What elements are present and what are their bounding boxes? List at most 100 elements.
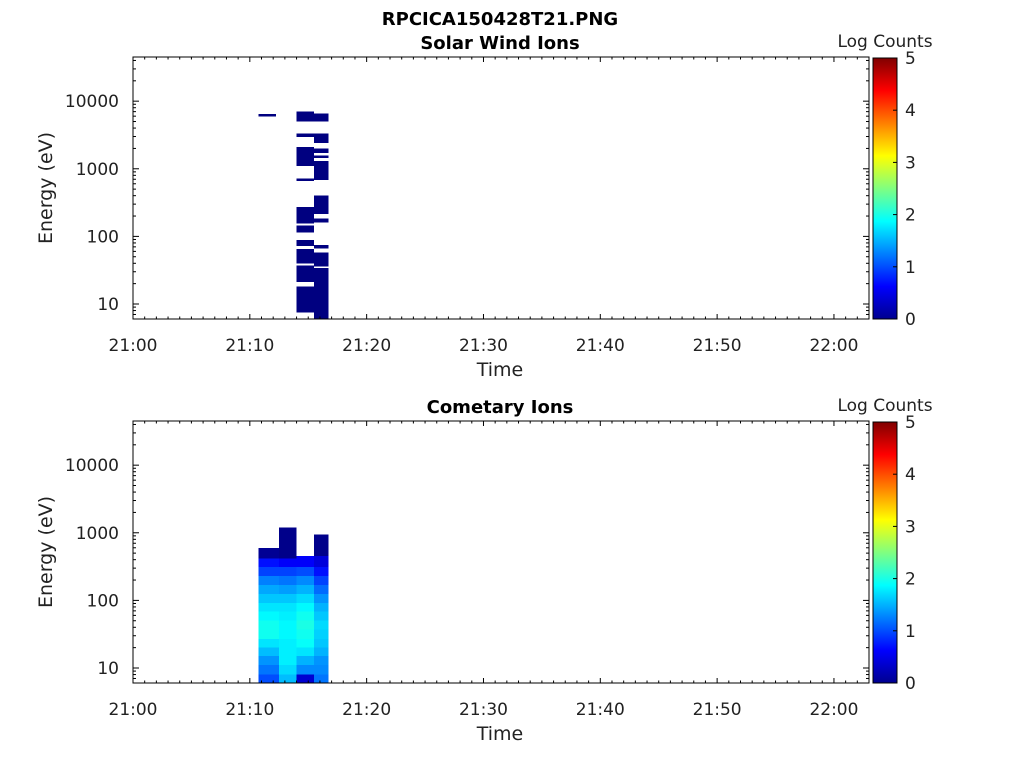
heatmap-cell (258, 567, 280, 576)
y-tick-label: 1000 (76, 160, 119, 180)
heatmap-cell (258, 113, 277, 117)
heatmap-cell (279, 620, 297, 630)
y-axis-label: Energy (eV) (35, 496, 57, 608)
spectrogram-cells (258, 111, 329, 319)
heatmap-cell (279, 584, 297, 594)
heatmap-cell (296, 207, 315, 224)
x-axis-label: Time (476, 359, 524, 381)
x-tick-label: 21:40 (576, 336, 625, 356)
heatmap-cell (258, 620, 280, 630)
heatmap-cell (314, 268, 329, 319)
plot-frame (132, 420, 870, 684)
heatmap-cell (314, 575, 329, 585)
heatmap-cell (314, 133, 329, 144)
colorbar-ticks: 0 1 2 3 4 5 (893, 413, 916, 694)
colorbar-tick-label: 0 (905, 674, 916, 694)
heatmap-cell (314, 245, 329, 249)
colorbar-tick-label: 5 (905, 413, 916, 433)
heatmap-cell (296, 593, 315, 603)
heatmap-cell (314, 155, 329, 158)
colorbar-tick-label: 4 (905, 101, 916, 121)
heatmap-cell (314, 148, 329, 154)
heatmap-cell (296, 178, 315, 181)
heatmap-cell (314, 665, 329, 675)
heatmap-cell (258, 575, 280, 585)
colorbar-tick-label: 4 (905, 465, 916, 485)
x-tick-label: 21:10 (225, 700, 274, 720)
y-tick-label: 10000 (65, 92, 119, 112)
heatmap-cell (314, 567, 329, 576)
heatmap-cell (314, 620, 329, 630)
heatmap-cell (314, 161, 329, 181)
heatmap-cell (314, 611, 329, 621)
heatmap-cell (279, 602, 297, 612)
heatmap-cell (258, 647, 280, 657)
heatmap-cell (279, 665, 297, 675)
heatmap-cell (258, 584, 280, 594)
spectrogram-cells (258, 527, 329, 683)
heatmap-cell (296, 249, 315, 264)
heatmap-cell (258, 558, 280, 568)
colorbar-tick-label: 5 (905, 49, 916, 69)
heatmap-cell (296, 611, 315, 621)
heatmap-cell (314, 252, 329, 267)
heatmap-cell (314, 113, 329, 122)
colorbar-tick-label: 0 (905, 310, 916, 330)
heatmap-cell (258, 629, 280, 639)
heatmap-cell (258, 593, 280, 603)
heatmap-cell (296, 240, 315, 247)
colorbar-tick-label: 3 (905, 153, 916, 173)
heatmap-cell (314, 195, 329, 214)
heatmap-cell (296, 575, 315, 585)
plot-frame (132, 56, 870, 320)
heatmap-cell (279, 656, 297, 666)
heatmap-cell (279, 647, 297, 657)
heatmap-cell (279, 558, 297, 568)
colorbar-tick-label: 1 (905, 622, 916, 642)
heatmap-cell (296, 674, 315, 683)
heatmap-cell (296, 665, 315, 675)
heatmap-cell (296, 265, 315, 283)
heatmap-cell (296, 620, 315, 630)
colorbar-label: Log Counts (837, 396, 932, 416)
y-tick-label: 100 (87, 227, 119, 247)
axes: 21:00 21:10 21:20 21:30 21:40 21:50 22:00 10 100… (65, 57, 870, 356)
heatmap-cell (279, 593, 297, 603)
x-tick-label: 21:20 (342, 336, 391, 356)
heatmap-cell (296, 647, 315, 657)
colorbar-ticks: 0 1 2 3 4 5 (893, 49, 916, 330)
x-tick-label: 22:00 (809, 700, 858, 720)
y-tick-label: 10 (97, 295, 119, 315)
heatmap-cell (296, 225, 315, 233)
figure-title: RPCICA150428T21.PNG (382, 9, 618, 30)
x-tick-label: 21:30 (459, 700, 508, 720)
heatmap-cell (296, 286, 315, 313)
x-tick-label: 21:30 (459, 336, 508, 356)
heatmap-cell (296, 584, 315, 594)
panel-title: Cometary Ions (427, 397, 574, 418)
cometary-panel: Cometary Ions 21:00 21:10 21:20 21:30 21:40 2… (35, 396, 933, 745)
x-tick-label: 21:50 (693, 700, 742, 720)
heatmap-cell (258, 674, 280, 683)
y-tick-label: 10000 (65, 456, 119, 476)
colorbar-tick-label: 2 (905, 570, 916, 590)
heatmap-cell (258, 602, 280, 612)
colorbar (872, 421, 898, 684)
heatmap-cell (279, 575, 297, 585)
heatmap-cell (258, 656, 280, 666)
heatmap-cell (296, 556, 315, 568)
x-tick-label: 21:20 (342, 700, 391, 720)
heatmap-cell (296, 133, 315, 138)
heatmap-cell (314, 593, 329, 603)
heatmap-cell (314, 602, 329, 612)
y-tick-label: 100 (87, 591, 119, 611)
y-tick-label: 10 (97, 659, 119, 679)
x-tick-label: 21:00 (109, 700, 158, 720)
heatmap-cell (279, 527, 297, 559)
heatmap-cell (314, 638, 329, 648)
heatmap-cell (296, 602, 315, 612)
heatmap-cell (314, 656, 329, 666)
heatmap-cell (314, 584, 329, 594)
heatmap-cell (296, 111, 315, 122)
